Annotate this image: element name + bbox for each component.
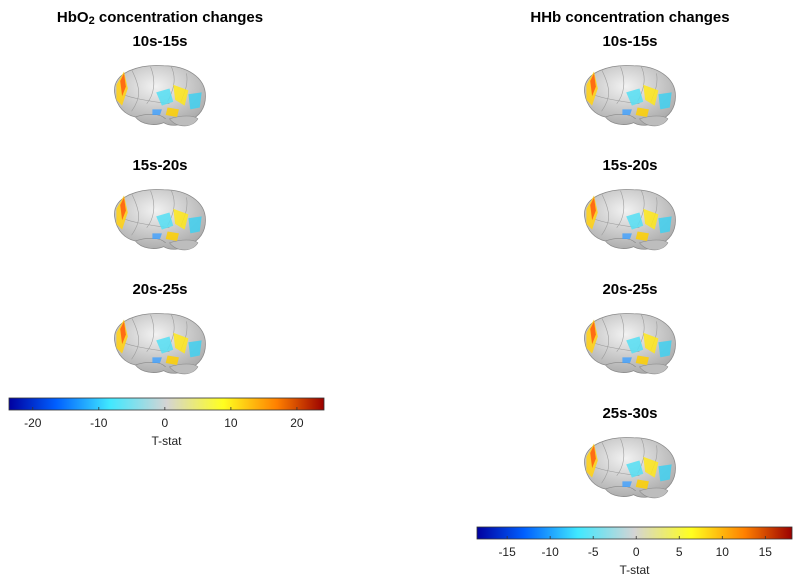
tick-label: 0 [633,545,640,559]
tick-label: -5 [588,545,599,559]
panel-title: HbO2 concentration changes [57,9,263,27]
brain-map [113,313,206,375]
tick-label: 5 [676,545,683,559]
content: HbO2 concentration changes 10s-15s 15s-20s… [8,9,793,577]
brain-map [113,65,206,127]
colorbar [476,526,793,540]
tick-label: -10 [541,545,559,559]
window-label: 10s-15s [132,33,187,50]
title-part: HHb concentration changes [530,9,729,26]
colorbar [8,397,325,411]
window-label: 15s-20s [132,157,187,174]
tick-label: 15 [759,545,773,559]
brain-map [583,65,676,127]
tick-label: 10 [716,545,730,559]
window-label: 25s-30s [602,405,657,422]
tick-label: -15 [498,545,516,559]
tick-label: 10 [224,416,238,430]
colorbar-label: T-stat [619,563,650,577]
title-part: concentration changes [95,9,263,26]
panel-title: HHb concentration changes [530,9,729,26]
tick-label: 0 [162,416,169,430]
title-part: HbO [57,9,89,26]
colorbar-label: T-stat [151,434,182,448]
brain-map [583,437,676,499]
brain-map [583,189,676,251]
window-label: 10s-15s [602,33,657,50]
window-label: 15s-20s [602,157,657,174]
tick-label: 20 [290,416,304,430]
tick-label: -10 [90,416,108,430]
brain-map [583,313,676,375]
tick-label: -20 [24,416,42,430]
title-subscript: 2 [89,15,95,27]
window-label: 20s-25s [602,281,657,298]
brain-map [113,189,206,251]
window-label: 20s-25s [132,281,187,298]
